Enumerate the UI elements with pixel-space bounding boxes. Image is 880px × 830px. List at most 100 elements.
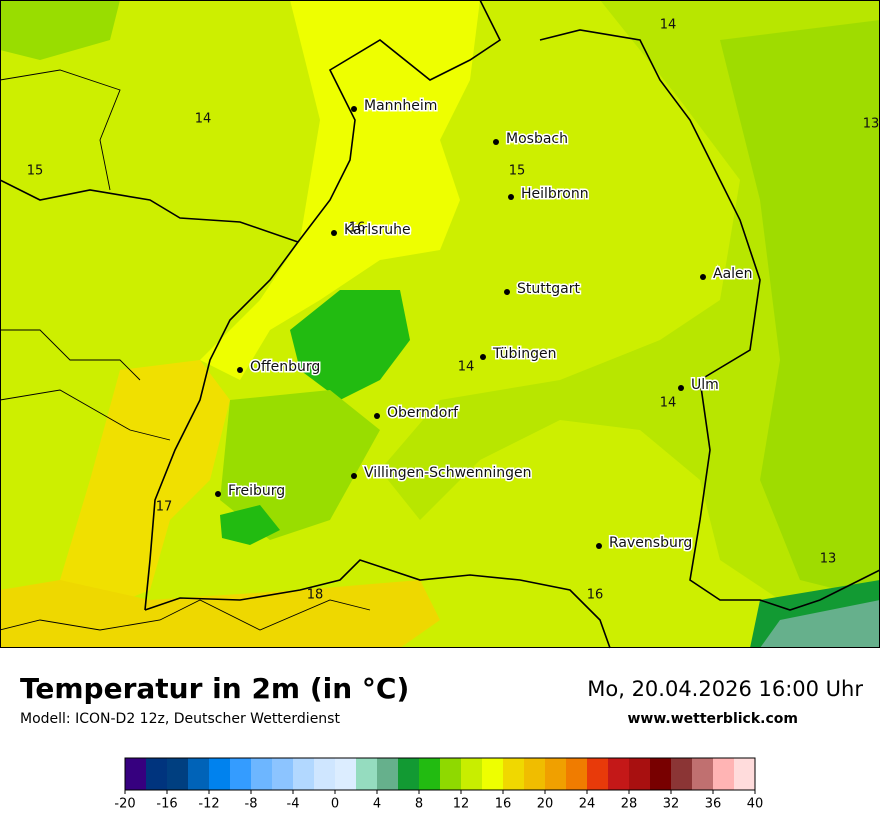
isotherm-label: 14 bbox=[195, 112, 212, 127]
green-area bbox=[220, 390, 380, 540]
colorbar-tick-label: 36 bbox=[705, 797, 722, 812]
isotherm-label: 14 bbox=[660, 396, 677, 411]
colorbar-swatch bbox=[293, 758, 314, 790]
border bbox=[0, 389, 171, 441]
colorbar-swatch bbox=[713, 758, 734, 790]
green-area bbox=[220, 505, 280, 545]
border bbox=[0, 179, 300, 611]
warm-area bbox=[60, 360, 230, 610]
isotherm-label: 18 bbox=[307, 588, 324, 603]
colorbar-swatch bbox=[671, 758, 692, 790]
model-info: Modell: ICON-D2 12z, Deutscher Wetterdie… bbox=[20, 711, 340, 727]
border bbox=[144, 559, 611, 649]
city-label: Tübingen bbox=[492, 346, 557, 362]
colorbar-swatch bbox=[167, 758, 188, 790]
city-label: Oberndorf bbox=[387, 405, 459, 421]
colorbar-tick-label: -8 bbox=[245, 797, 258, 812]
isotherm-label: 16 bbox=[349, 221, 366, 236]
colorbar-swatch bbox=[734, 758, 755, 790]
isotherm-label: 14 bbox=[660, 18, 677, 33]
colorbar-swatch bbox=[692, 758, 713, 790]
cool-area bbox=[720, 20, 880, 600]
colorbar-swatch bbox=[125, 758, 146, 790]
colorbar-swatch bbox=[524, 758, 545, 790]
colorbar-swatch bbox=[398, 758, 419, 790]
city-label: Ulm bbox=[691, 377, 719, 393]
city-dot bbox=[331, 230, 337, 236]
colorbar-swatch bbox=[629, 758, 650, 790]
colorbar-swatch bbox=[461, 758, 482, 790]
city-dot bbox=[215, 491, 221, 497]
city-dot bbox=[596, 543, 602, 549]
title: Temperatur in 2m (in °C) bbox=[20, 672, 409, 705]
colorbar-swatch bbox=[650, 758, 671, 790]
colorbar-swatch bbox=[587, 758, 608, 790]
warm-area bbox=[0, 580, 440, 648]
map bbox=[0, 0, 880, 649]
colorbar-swatch bbox=[188, 758, 209, 790]
colorbar-tick-label: 28 bbox=[621, 797, 638, 812]
border bbox=[0, 599, 371, 631]
city-label: Stuttgart bbox=[517, 281, 580, 297]
isotherm-label: 13 bbox=[863, 117, 880, 132]
colorbar-tick-label: 32 bbox=[663, 797, 680, 812]
colorbar-tick-label: -16 bbox=[156, 797, 177, 812]
colorbar-tick-label: -12 bbox=[198, 797, 219, 812]
colorbar-tick-label: 24 bbox=[579, 797, 596, 812]
isotherm-label: 14 bbox=[458, 360, 475, 375]
colorbar-tick-label: 20 bbox=[537, 797, 554, 812]
border bbox=[539, 29, 880, 611]
city-label: Mosbach bbox=[506, 131, 568, 147]
datetime: Mo, 20.04.2026 16:00 Uhr bbox=[587, 677, 863, 701]
city-dot bbox=[237, 367, 243, 373]
colorbar-swatch bbox=[545, 758, 566, 790]
city-label: Villingen-Schwenningen bbox=[364, 465, 532, 481]
colorbar-swatch bbox=[566, 758, 587, 790]
colorbar-tick-label: -20 bbox=[114, 797, 135, 812]
green-area bbox=[0, 0, 120, 60]
colorbar-swatch bbox=[608, 758, 629, 790]
city-label: Freiburg bbox=[228, 483, 285, 499]
isotherm-label: 15 bbox=[27, 164, 44, 179]
colorbar-tick-label: 16 bbox=[495, 797, 512, 812]
city-label: Ravensburg bbox=[609, 535, 692, 551]
isotherm-label: 16 bbox=[587, 588, 604, 603]
isotherm-label: 17 bbox=[156, 500, 173, 515]
colorbar-tick-label: -4 bbox=[287, 797, 300, 812]
city-dot bbox=[508, 194, 514, 200]
colorbar-swatch bbox=[335, 758, 356, 790]
city-dot bbox=[374, 413, 380, 419]
green-area bbox=[290, 290, 410, 400]
colorbar-tick-label: 12 bbox=[453, 797, 470, 812]
colorbar-swatch bbox=[251, 758, 272, 790]
city-dot bbox=[493, 139, 499, 145]
isotherm-label: 13 bbox=[820, 552, 837, 567]
website: www.wetterblick.com bbox=[628, 711, 799, 727]
warm-area bbox=[200, 0, 480, 380]
colorbar-swatch bbox=[419, 758, 440, 790]
colorbar-swatch bbox=[230, 758, 251, 790]
colorbar-swatch bbox=[272, 758, 293, 790]
city-label: Offenburg bbox=[250, 359, 320, 375]
city-label: Aalen bbox=[713, 266, 753, 282]
city-label: Mannheim bbox=[364, 98, 437, 114]
border bbox=[0, 69, 121, 191]
city-dot bbox=[351, 473, 357, 479]
city-dot bbox=[678, 385, 684, 391]
colorbar-tick-label: 4 bbox=[373, 797, 381, 812]
city-dot bbox=[480, 354, 486, 360]
border bbox=[297, 0, 502, 243]
colorbar-swatch bbox=[482, 758, 503, 790]
colorbar-tick-label: 40 bbox=[747, 797, 764, 812]
isotherm-label: 15 bbox=[509, 164, 526, 179]
colorbar-swatch bbox=[314, 758, 335, 790]
border bbox=[0, 329, 141, 381]
colorbar-frame bbox=[124, 757, 756, 791]
city-dot bbox=[504, 289, 510, 295]
city-label: Karlsruhe bbox=[344, 222, 411, 238]
colorbar-swatch bbox=[146, 758, 167, 790]
city-label: Heilbronn bbox=[521, 186, 589, 202]
city-dot bbox=[351, 106, 357, 112]
